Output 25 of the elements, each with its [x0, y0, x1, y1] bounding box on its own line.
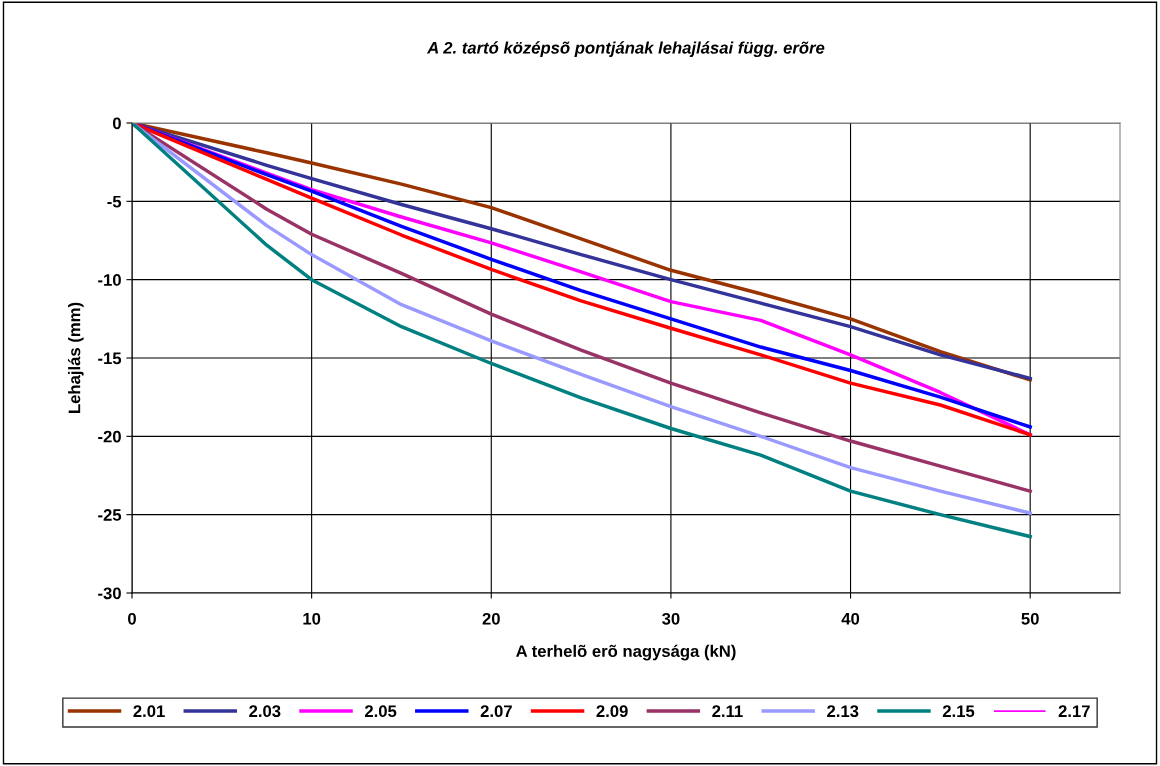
- x-tick-label: 0: [128, 612, 136, 625]
- x-tick-label: 40: [841, 612, 860, 625]
- x-tick-label: 30: [662, 612, 680, 625]
- y-tick-label: -20: [98, 430, 121, 443]
- legend-label: 2.07: [480, 705, 512, 718]
- x-tick-label: 50: [1021, 612, 1039, 625]
- legend-label: 2.11: [712, 705, 743, 717]
- x-tick-label: 10: [303, 612, 321, 625]
- y-tick-label: -15: [98, 352, 122, 365]
- legend-label: 2.15: [942, 705, 975, 718]
- x-axis-title: A terhelõ erõ nagysága (kN): [516, 644, 736, 661]
- y-tick-label: -5: [107, 195, 122, 208]
- y-axis-title: Lehajlás (mm): [67, 302, 84, 413]
- y-tick-label: 0: [112, 117, 121, 130]
- legend-label: 2.09: [596, 705, 628, 718]
- x-tick-label: 20: [482, 612, 500, 625]
- legend-label: 2.13: [827, 705, 859, 718]
- y-tick-label: -25: [98, 509, 122, 521]
- legend-label: 2.17: [1058, 705, 1090, 717]
- legend-label: 2.05: [364, 705, 397, 718]
- y-tick-label: -10: [98, 274, 121, 286]
- legend-label: 2.03: [249, 705, 281, 718]
- y-tick-label: -30: [98, 587, 121, 600]
- chart-title: A 2. tartó középsõ pontjának lehajlásai függ. erõre: [426, 41, 825, 58]
- legend-label: 2.01: [133, 705, 165, 718]
